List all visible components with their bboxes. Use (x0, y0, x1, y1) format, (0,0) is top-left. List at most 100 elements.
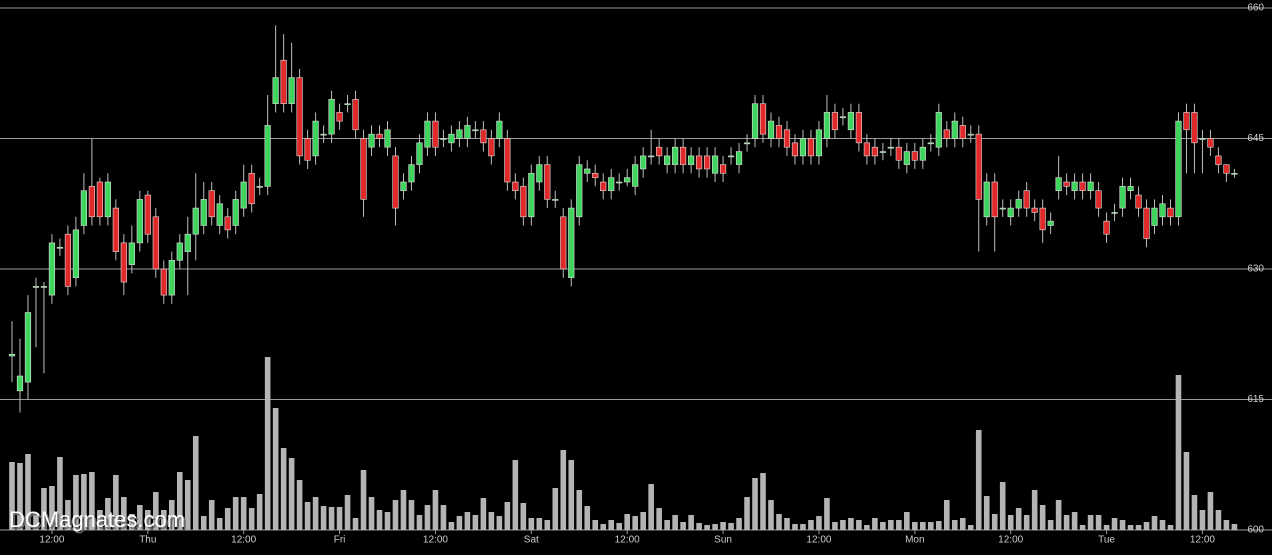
candle-body (855, 112, 862, 144)
candle-body (823, 112, 831, 139)
volume-bar (608, 520, 615, 530)
volume-bar (1023, 515, 1030, 530)
candle-body (88, 186, 95, 218)
watermark: DCMagnates.com (9, 507, 185, 532)
candle-body (799, 138, 807, 157)
volume-bar (200, 516, 207, 530)
candle-body (680, 146, 687, 165)
candle-body (64, 233, 72, 287)
y-tick-label: 615 (1247, 394, 1264, 405)
volume-bar (1183, 452, 1190, 530)
candle-body (448, 133, 455, 144)
candle-body (1135, 194, 1142, 209)
candle-body (807, 138, 815, 157)
candle-body (751, 103, 759, 139)
volume-bar (368, 497, 375, 530)
label-layer: 600 615 630 645 660 12:00 Thu 12:00 Fri 12:00 Sat 1… (39, 3, 1264, 546)
candle-body (328, 99, 335, 135)
candle-body (863, 142, 870, 157)
candle-body (216, 203, 223, 226)
volume-bar (808, 520, 814, 530)
volume-bar (232, 497, 239, 530)
volume-bar (872, 518, 878, 530)
volume-bar (152, 492, 159, 530)
x-tick-label: 12:00 (998, 535, 1023, 546)
candle-body (504, 138, 511, 183)
candle-body (312, 120, 319, 157)
candle-body (1159, 203, 1166, 218)
candle-body (1151, 207, 1158, 226)
candle-body (176, 242, 183, 261)
volume-layer (9, 357, 1238, 530)
candle-body (224, 216, 231, 231)
volume-bar (1047, 520, 1054, 530)
candle-body (120, 242, 127, 283)
candle-body (831, 112, 839, 131)
candle-body (360, 138, 367, 200)
candle-body (1103, 220, 1110, 235)
candle-body (895, 146, 902, 161)
candle-body (520, 186, 527, 218)
candle-body (632, 164, 639, 187)
candle-body (584, 168, 591, 174)
volume-bar (1103, 525, 1110, 530)
volume-bar (664, 520, 670, 530)
candle-body (1031, 207, 1038, 213)
volume-bar (376, 510, 383, 530)
volume-bar (1007, 515, 1014, 530)
volume-bar (121, 497, 127, 530)
candle-body (48, 242, 56, 296)
candle-body (815, 129, 823, 157)
volume-bar (896, 520, 902, 530)
volume-bar (712, 524, 718, 530)
volume-bar (25, 454, 31, 530)
volume-bar (488, 512, 495, 530)
volume-bar (1191, 495, 1198, 530)
y-tick-label: 660 (1247, 3, 1264, 14)
volume-bar (528, 518, 535, 530)
volume-bar (935, 521, 942, 530)
volume-bar (264, 357, 271, 530)
volume-bar (176, 472, 183, 530)
candle-body (1231, 173, 1238, 175)
volume-bar (304, 502, 311, 530)
candle-body (136, 199, 143, 244)
volume-bar (744, 497, 750, 530)
volume-bar (73, 475, 79, 530)
candle-body (1095, 190, 1102, 209)
volume-bar (456, 516, 463, 530)
candle-body (232, 199, 239, 226)
candle-body (336, 112, 343, 122)
volume-bar (520, 503, 527, 530)
volume-bar (728, 523, 734, 530)
candle-body (56, 246, 64, 249)
volume-bar (1231, 524, 1238, 530)
candle-body (392, 155, 399, 209)
candle-body (536, 164, 543, 183)
candle-body (624, 177, 631, 183)
candle-body (128, 242, 135, 265)
candle-body (344, 103, 351, 105)
candle-body (592, 173, 599, 178)
volume-bar (384, 512, 391, 530)
candle-body (528, 173, 535, 218)
candle-body (743, 142, 751, 145)
x-tick-label: 12:00 (423, 535, 448, 546)
candle-body (640, 155, 647, 170)
x-tick-label: Sun (714, 535, 732, 546)
candle-body (8, 353, 16, 357)
volume-bar (344, 495, 351, 530)
volume-bar (480, 498, 487, 530)
x-tick-label: Thu (139, 535, 156, 546)
candle-body (96, 181, 103, 218)
volume-bar (943, 500, 950, 530)
candle-body (192, 207, 199, 235)
volume-bar (145, 510, 151, 530)
y-tick-label: 645 (1247, 133, 1264, 144)
candle-body (871, 146, 878, 157)
volume-bar (568, 460, 575, 530)
volume-bar (959, 518, 966, 530)
volume-bar (320, 506, 327, 530)
candle-body (951, 120, 958, 139)
